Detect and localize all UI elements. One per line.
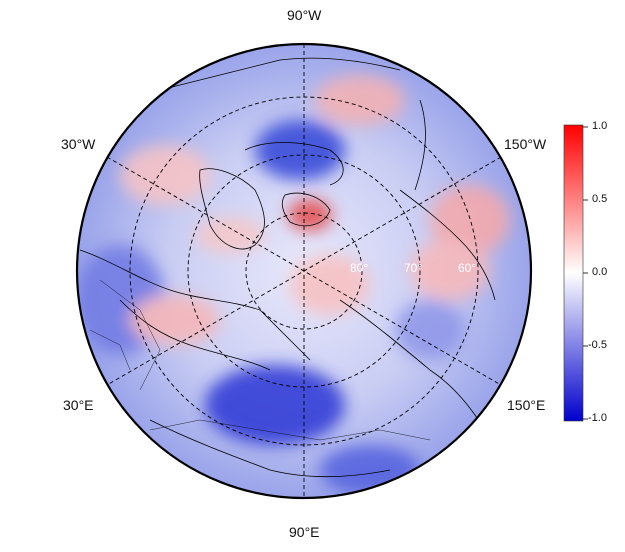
coastlines: [79, 57, 496, 478]
colorbar: [563, 124, 588, 422]
lat-label-80: 80°: [350, 261, 368, 275]
lat-label-60: 60°: [458, 261, 476, 275]
lon-label-upper-right: 150°W: [504, 136, 547, 152]
graticule: [106, 44, 502, 498]
colorbar-tick: -1.0: [588, 412, 607, 424]
colorbar-tick: 0.5: [592, 193, 608, 205]
colorbar-tick: -0.5: [588, 339, 607, 351]
lat-label-70: 70°: [404, 261, 422, 275]
lon-label-upper-left: 30°W: [61, 136, 96, 152]
map-boundary: [75, 42, 533, 500]
colorbar-tick: 1.0: [592, 120, 608, 132]
lon-label-lower-left: 30°E: [63, 397, 94, 413]
lon-label-top: 90°W: [287, 7, 322, 23]
colorbar-tick: 0.0: [592, 266, 608, 278]
country-borders: [89, 279, 431, 441]
lon-label-lower-right: 150°E: [507, 397, 546, 413]
lon-label-bottom: 90°E: [289, 524, 320, 540]
